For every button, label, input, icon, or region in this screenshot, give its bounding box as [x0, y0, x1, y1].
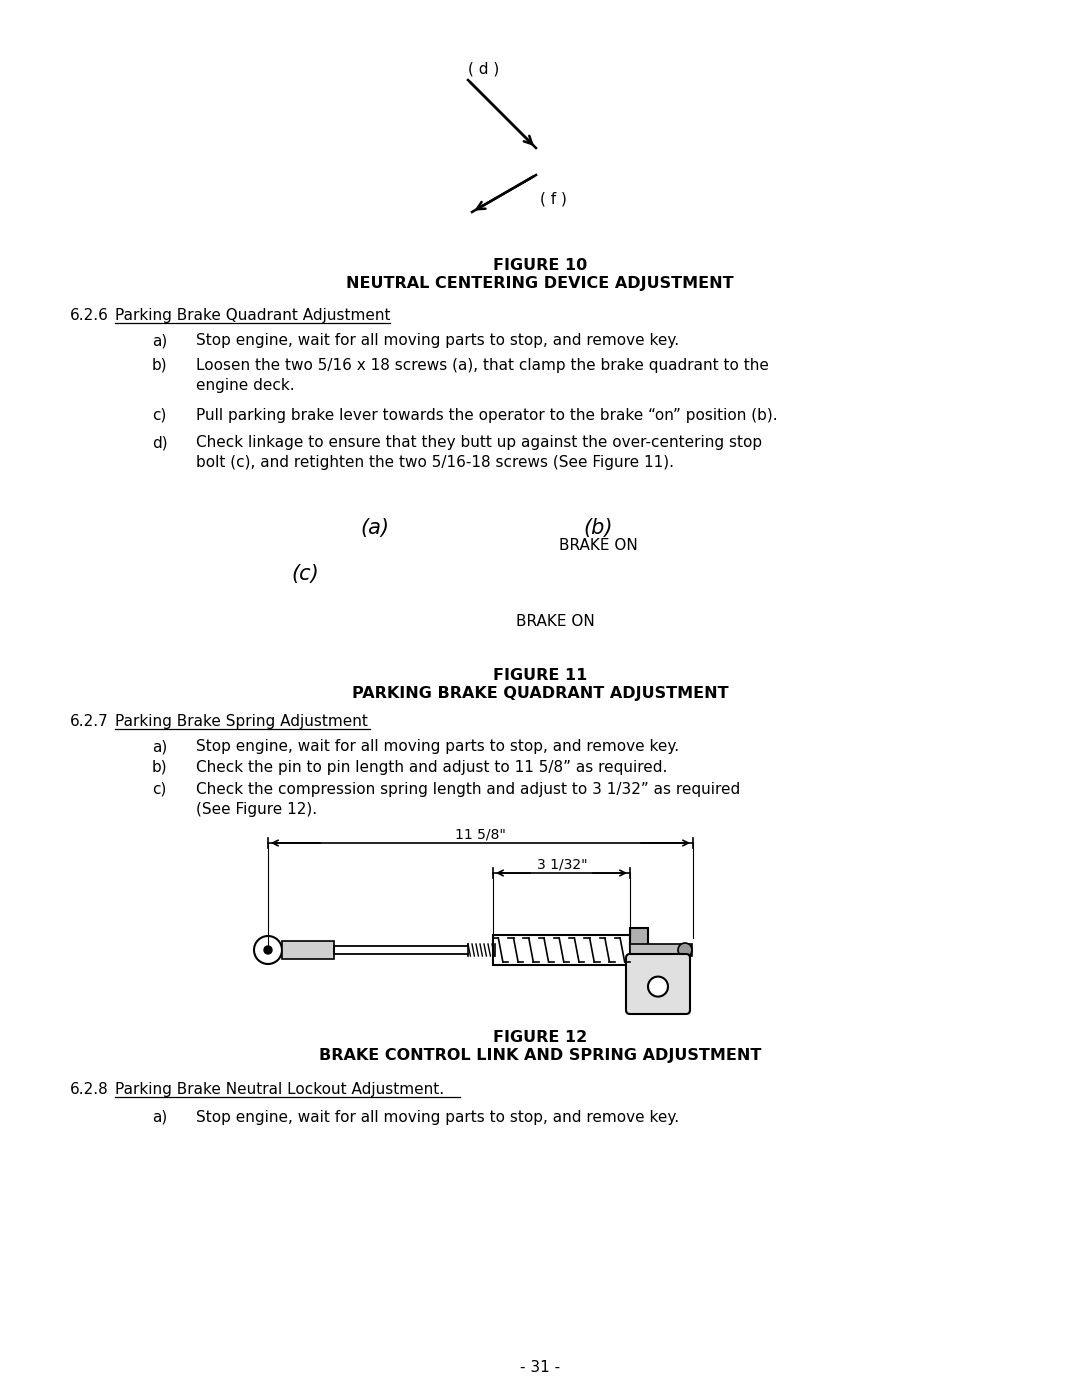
Text: (c): (c) [292, 564, 319, 584]
Text: PARKING BRAKE QUADRANT ADJUSTMENT: PARKING BRAKE QUADRANT ADJUSTMENT [352, 686, 728, 701]
Text: BRAKE ON: BRAKE ON [515, 615, 594, 629]
Text: a): a) [152, 332, 167, 348]
Text: 3 1/32": 3 1/32" [537, 856, 588, 870]
Text: Check the compression spring length and adjust to 3 1/32” as required
(See Figur: Check the compression spring length and … [195, 782, 740, 817]
Text: Check linkage to ensure that they butt up against the over-centering stop
bolt (: Check linkage to ensure that they butt u… [195, 434, 762, 471]
Bar [630, 928, 648, 972]
Text: c): c) [152, 782, 166, 798]
Text: d): d) [152, 434, 167, 450]
Text: Parking Brake Neutral Lockout Adjustment.: Parking Brake Neutral Lockout Adjustment… [114, 1083, 444, 1097]
Text: BRAKE ON: BRAKE ON [558, 538, 637, 553]
Text: Stop engine, wait for all moving parts to stop, and remove key.: Stop engine, wait for all moving parts t… [195, 1111, 679, 1125]
Circle shape [678, 943, 692, 957]
Text: 6.2.6: 6.2.6 [70, 307, 109, 323]
Text: NEUTRAL CENTERING DEVICE ADJUSTMENT: NEUTRAL CENTERING DEVICE ADJUSTMENT [347, 277, 733, 291]
Text: Check the pin to pin length and adjust to 11 5/8” as required.: Check the pin to pin length and adjust t… [195, 760, 667, 775]
Text: Loosen the two 5/16 x 18 screws (a), that clamp the brake quadrant to the
engine: Loosen the two 5/16 x 18 screws (a), tha… [195, 358, 769, 394]
Text: FIGURE 12: FIGURE 12 [492, 1030, 588, 1045]
Text: a): a) [152, 739, 167, 754]
Text: (a): (a) [361, 518, 390, 538]
Bar [492, 935, 630, 965]
Text: b): b) [152, 358, 167, 373]
Bar [282, 942, 334, 958]
Text: Stop engine, wait for all moving parts to stop, and remove key.: Stop engine, wait for all moving parts t… [195, 739, 679, 754]
Text: 11 5/8": 11 5/8" [455, 827, 505, 841]
Text: 6.2.8: 6.2.8 [70, 1083, 109, 1097]
Text: (b): (b) [583, 518, 612, 538]
Text: Pull parking brake lever towards the operator to the brake “on” position (b).: Pull parking brake lever towards the ope… [195, 408, 778, 423]
Text: Parking Brake Spring Adjustment: Parking Brake Spring Adjustment [114, 714, 368, 729]
Text: - 31 -: - 31 - [519, 1361, 561, 1375]
Circle shape [648, 977, 669, 996]
FancyBboxPatch shape [626, 954, 690, 1014]
Text: Parking Brake Quadrant Adjustment: Parking Brake Quadrant Adjustment [114, 307, 391, 323]
Text: 6.2.7: 6.2.7 [70, 714, 109, 729]
Text: BRAKE CONTROL LINK AND SPRING ADJUSTMENT: BRAKE CONTROL LINK AND SPRING ADJUSTMENT [319, 1048, 761, 1063]
Bar [630, 944, 692, 956]
Text: b): b) [152, 760, 167, 775]
Text: Stop engine, wait for all moving parts to stop, and remove key.: Stop engine, wait for all moving parts t… [195, 332, 679, 348]
Circle shape [264, 946, 272, 954]
Text: c): c) [152, 408, 166, 423]
Text: a): a) [152, 1111, 167, 1125]
Text: FIGURE 10: FIGURE 10 [492, 258, 588, 272]
Text: ( f ): ( f ) [540, 191, 567, 207]
Text: FIGURE 11: FIGURE 11 [492, 668, 588, 683]
Text: ( d ): ( d ) [468, 61, 499, 77]
